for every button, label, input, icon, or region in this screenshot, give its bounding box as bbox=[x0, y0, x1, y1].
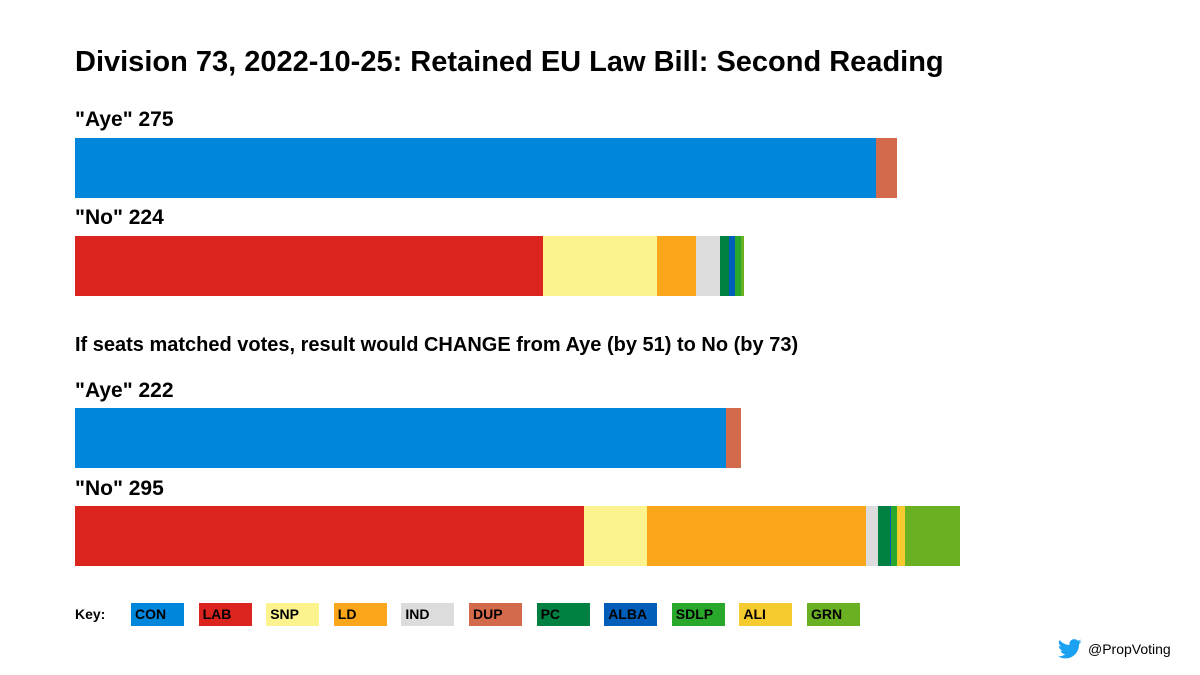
proportional-aye-segment-dup bbox=[726, 408, 741, 468]
chart-title: Division 73, 2022-10-25: Retained EU Law… bbox=[75, 46, 944, 78]
legend-item-lab: LAB bbox=[198, 603, 252, 626]
legend-title: Key: bbox=[75, 606, 106, 622]
proportional-aye-bar bbox=[75, 408, 741, 468]
credit: @PropVoting bbox=[1058, 638, 1171, 660]
proportional-no-segment-ld bbox=[646, 506, 866, 566]
legend-item-con: CON bbox=[131, 603, 184, 626]
legend-item-ali: ALI bbox=[739, 603, 793, 626]
proportional-aye-segment-con bbox=[75, 408, 726, 468]
proportional-no-label: "No" 295 bbox=[75, 477, 164, 500]
credit-handle: @PropVoting bbox=[1088, 641, 1171, 657]
proportional-no-segment-lab bbox=[75, 506, 584, 566]
actual-no-segment-ld bbox=[657, 236, 696, 296]
legend-item-ind: IND bbox=[401, 603, 455, 626]
proportional-no-segment-grn bbox=[904, 506, 960, 566]
legend-item-sdlp: SDLP bbox=[671, 603, 725, 626]
legend-item-alba: ALBA bbox=[604, 603, 658, 626]
legend-item-grn: GRN bbox=[807, 603, 860, 626]
actual-no-segment-lab bbox=[75, 236, 543, 296]
proportional-no-segment-sdlp bbox=[891, 506, 897, 566]
proportional-no-segment-alba bbox=[889, 506, 891, 566]
actual-aye-label: "Aye" 275 bbox=[75, 108, 174, 131]
chart-subtitle: If seats matched votes, result would CHA… bbox=[75, 334, 799, 356]
actual-aye-segment-dup bbox=[876, 138, 897, 198]
actual-no-bar bbox=[75, 236, 744, 296]
actual-no-segment-snp bbox=[543, 236, 657, 296]
legend-item-dup: DUP bbox=[469, 603, 522, 626]
actual-aye-bar bbox=[75, 138, 897, 198]
actual-no-segment-grn bbox=[741, 236, 744, 296]
actual-no-segment-sdlp bbox=[735, 236, 741, 296]
legend-item-snp: SNP bbox=[266, 603, 320, 626]
proportional-aye-label: "Aye" 222 bbox=[75, 379, 174, 402]
proportional-no-segment-ali bbox=[897, 506, 905, 566]
proportional-no-bar bbox=[75, 506, 960, 566]
actual-no-segment-ind bbox=[696, 236, 720, 296]
actual-no-segment-alba bbox=[729, 236, 735, 296]
actual-aye-segment-con bbox=[75, 138, 876, 198]
actual-no-segment-pc bbox=[720, 236, 729, 296]
legend-item-ld: LD bbox=[333, 603, 387, 626]
proportional-no-segment-ind bbox=[865, 506, 878, 566]
proportional-no-segment-snp bbox=[583, 506, 647, 566]
proportional-no-segment-pc bbox=[877, 506, 890, 566]
actual-no-label: "No" 224 bbox=[75, 206, 164, 229]
twitter-bird-icon bbox=[1058, 639, 1082, 659]
legend-item-pc: PC bbox=[536, 603, 590, 626]
